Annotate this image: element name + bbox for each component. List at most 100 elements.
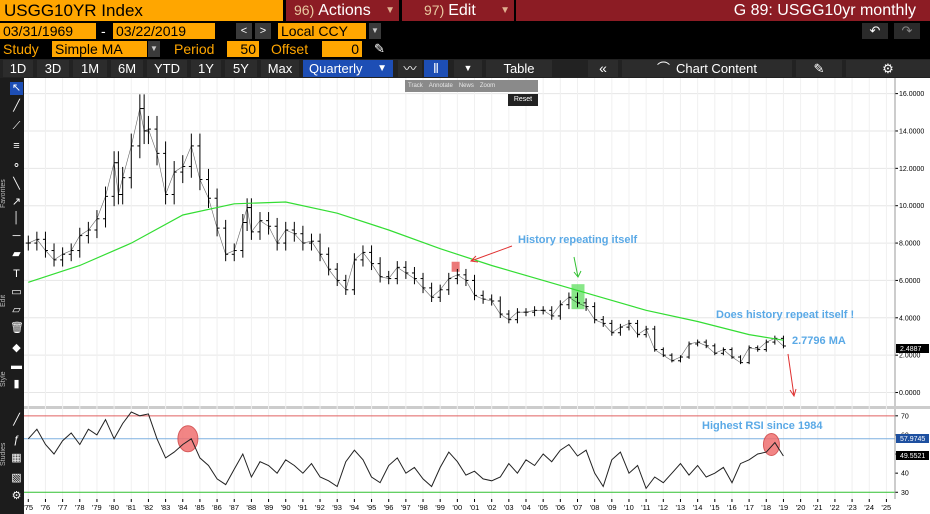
mini-toolbar: Track Annotate News Zoom xyxy=(405,80,538,92)
price-bar xyxy=(248,198,254,240)
page-title: G 89: USGG10yr monthly xyxy=(516,0,930,21)
edit-menu-label: Edit xyxy=(448,2,476,19)
price-bar xyxy=(780,335,786,349)
undo-icon[interactable]: ↶ xyxy=(862,23,888,39)
annotation-history-repeating: History repeating itself xyxy=(518,234,638,246)
chevron-down-icon: ▼ xyxy=(500,5,510,16)
x-tick-label: '19 xyxy=(778,503,788,512)
chart-content-button[interactable]: ⌒ Chart Content xyxy=(622,60,792,77)
reset-button[interactable]: Reset xyxy=(508,94,538,106)
rsi-tick-label: 70 xyxy=(901,413,909,420)
tool-rail: ↖ ╱ ⟋ ≡ ⚬ ╲ ↗ │ ─ ▰ T ▭ ▱ 🗑 ◆ ▬ ▮ ╱ ƒ ▦ … xyxy=(0,78,24,514)
study-grid-icon[interactable]: ▦ xyxy=(11,452,22,464)
period-1d-button[interactable]: 1D xyxy=(3,60,33,77)
fill-icon[interactable]: ◆ xyxy=(12,342,21,354)
trendline-icon[interactable]: ⟋ xyxy=(12,120,21,132)
mini-zoom-button[interactable]: Zoom xyxy=(479,83,496,89)
arrow-up-icon[interactable]: ↗ xyxy=(11,196,22,208)
prev-period-icon[interactable]: < xyxy=(236,23,252,39)
chevron-down-icon[interactable]: ▼ xyxy=(369,23,381,39)
period-max-button[interactable]: Max xyxy=(261,60,299,77)
annotation-does-history-repeat: Does history repeat itself ! xyxy=(716,309,854,321)
shape-icon[interactable]: ▭ xyxy=(11,286,22,298)
price-bar xyxy=(103,186,109,228)
study-fx-icon[interactable]: ƒ xyxy=(13,434,20,446)
x-tick-label: '23 xyxy=(847,503,857,512)
ticker-field[interactable]: USGG10YR Index xyxy=(0,0,283,21)
pointer-icon[interactable]: ↖ xyxy=(10,82,23,95)
frequency-select[interactable]: Quarterly ▼ xyxy=(303,60,393,77)
study-select[interactable]: Simple MA xyxy=(52,41,147,57)
eraser-icon[interactable]: ▱ xyxy=(12,304,21,316)
x-tick-label: '93 xyxy=(332,503,342,512)
gear-icon[interactable]: ⚙ xyxy=(846,60,930,77)
period-6m-button[interactable]: 6M xyxy=(111,60,143,77)
draw-line-icon[interactable]: ╱ xyxy=(13,100,20,112)
x-tick-label: '13 xyxy=(675,503,685,512)
price-bar xyxy=(420,272,426,294)
channel-icon[interactable]: ≡ xyxy=(13,140,20,152)
study-settings-icon[interactable]: ⚙ xyxy=(11,490,22,502)
horizontal-line-icon[interactable]: ─ xyxy=(12,230,21,242)
panel-divider[interactable] xyxy=(24,406,930,409)
trash-icon[interactable]: 🗑 xyxy=(10,322,24,334)
x-tick-label: '05 xyxy=(538,503,548,512)
price-bar xyxy=(128,133,134,189)
price-bar xyxy=(626,319,632,331)
price-gridlines xyxy=(24,78,895,499)
collapse-icon[interactable]: « xyxy=(588,60,618,77)
price-panel-bg xyxy=(24,78,895,406)
chevron-down-icon[interactable]: ▼ xyxy=(148,41,160,57)
draw-style-icon[interactable]: ▬ xyxy=(11,360,22,372)
bar-chart-icon[interactable]: ⫴ xyxy=(424,60,448,77)
price-bar xyxy=(205,168,211,208)
price-bar xyxy=(557,300,563,320)
arrow-to-2007-head xyxy=(573,270,582,278)
mini-news-button[interactable]: News xyxy=(458,83,474,89)
study-line-icon[interactable]: ╱ xyxy=(13,414,20,426)
text-icon[interactable]: T xyxy=(13,268,20,280)
edit-chart-icon[interactable]: ✎ xyxy=(796,60,842,77)
arrow-down-2019-head xyxy=(789,388,797,398)
redo-icon[interactable]: ↷ xyxy=(894,23,920,39)
actions-menu[interactable]: 96) Actions ▼ xyxy=(286,0,399,21)
period-input[interactable]: 50 xyxy=(227,41,259,57)
period-toolbar: 1D 3D 1M 6M YTD 1Y 5Y Max Quarterly ▼ 〰 … xyxy=(0,59,930,78)
edit-menu[interactable]: 97) Edit ▼ xyxy=(402,0,514,21)
pencil-icon[interactable]: ✎ xyxy=(374,41,385,56)
price-bar xyxy=(343,274,349,295)
fibonacci-icon[interactable]: ⚬ xyxy=(11,160,22,172)
next-period-icon[interactable]: > xyxy=(255,23,271,39)
price-bar xyxy=(68,243,74,262)
chart-area[interactable]: 0.0000 2.0000 4.0000 6.0000 8.0000 10.0000 12.… xyxy=(24,78,930,514)
chart-type-dropdown-icon[interactable]: ▼ xyxy=(454,60,482,77)
ray-icon[interactable]: ╲ xyxy=(13,178,20,190)
mini-track-button[interactable]: Track xyxy=(408,83,423,89)
pen-icon[interactable]: ▰ xyxy=(12,248,21,260)
price-connector-line xyxy=(28,108,784,364)
line-chart-icon[interactable]: 〰 xyxy=(398,60,422,77)
price-tick-label: 14.0000 xyxy=(899,128,924,135)
marker-icon[interactable]: ▮ xyxy=(13,378,20,390)
price-bar xyxy=(180,155,186,184)
study-color-icon[interactable]: ▧ xyxy=(11,472,22,484)
x-tick-label: '88 xyxy=(246,503,256,512)
edit-rail-label: Edit xyxy=(0,294,7,308)
period-label: Period xyxy=(174,41,215,57)
period-3d-button[interactable]: 3D xyxy=(37,60,69,77)
x-tick-label: '80 xyxy=(109,503,119,512)
start-date-input[interactable]: 03/31/1969 xyxy=(0,23,96,39)
period-ytd-button[interactable]: YTD xyxy=(147,60,187,77)
period-1m-button[interactable]: 1M xyxy=(73,60,107,77)
x-tick-label: '12 xyxy=(658,503,668,512)
currency-select[interactable]: Local CCY xyxy=(278,23,366,39)
table-button[interactable]: Table xyxy=(486,60,552,77)
x-tick-label: '00 xyxy=(452,503,462,512)
offset-input[interactable]: 0 xyxy=(322,41,362,57)
x-tick-label: '16 xyxy=(727,503,737,512)
period-5y-button[interactable]: 5Y xyxy=(225,60,257,77)
mini-annotate-button[interactable]: Annotate xyxy=(428,83,453,89)
end-date-input[interactable]: 03/22/2019 xyxy=(113,23,215,39)
period-1y-button[interactable]: 1Y xyxy=(191,60,221,77)
vertical-line-icon[interactable]: │ xyxy=(13,212,20,224)
